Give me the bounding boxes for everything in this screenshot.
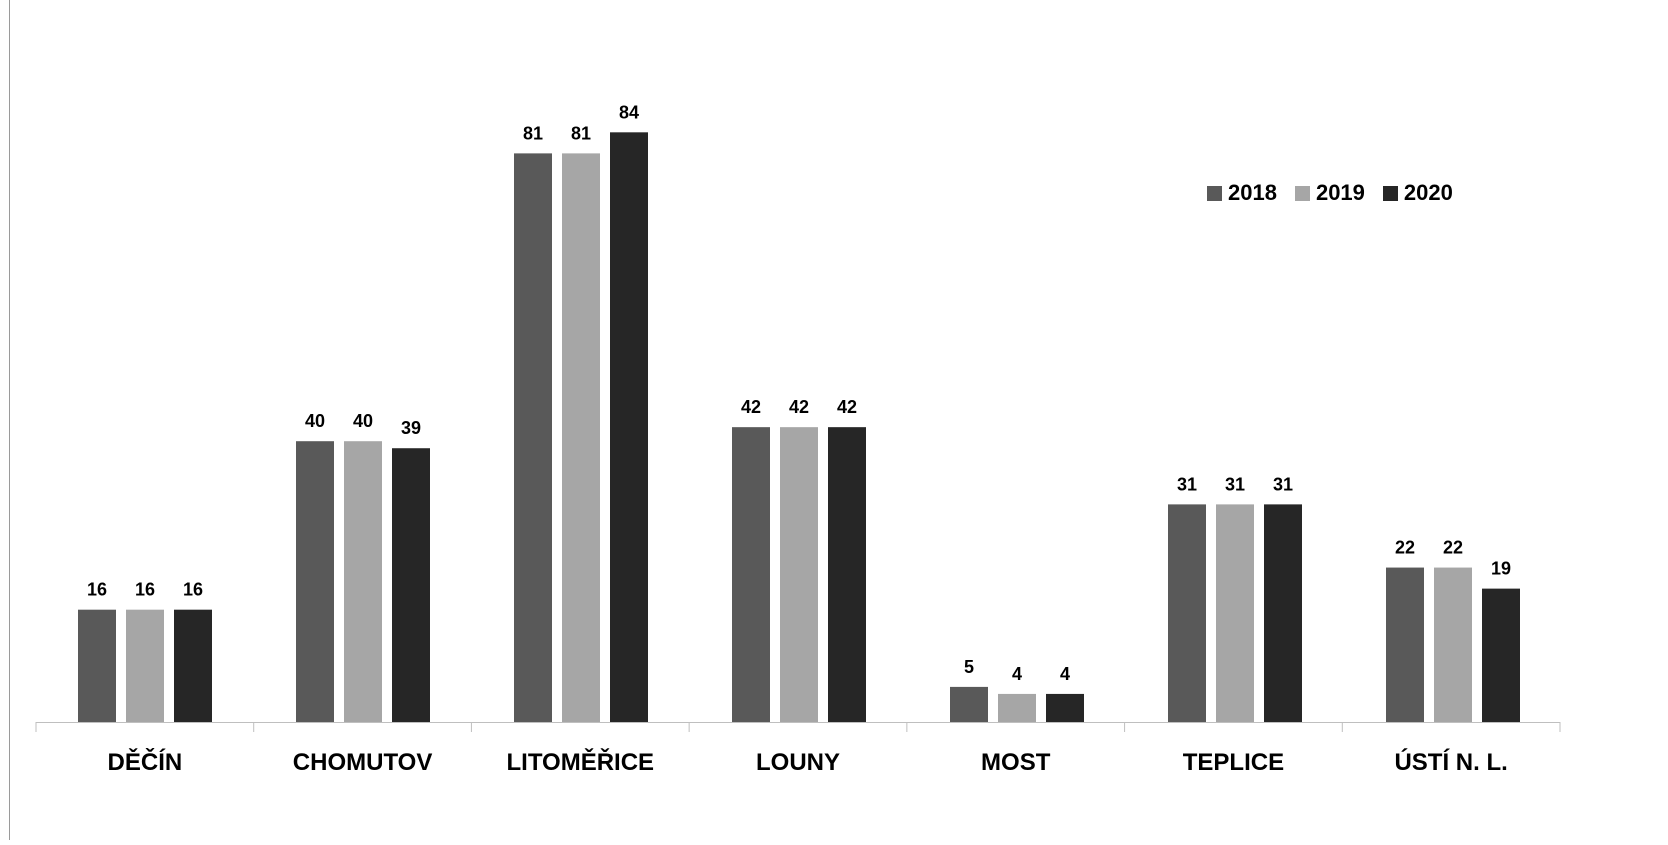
category-labels-group: DĚČÍN CHOMUTOV LITOMĚŘICE LOUNY MOST TEPLICE Ú…	[108, 748, 1508, 776]
value-label-decin-2018: 16	[87, 580, 107, 600]
bars-group	[78, 132, 1520, 722]
value-label-litomerice-2018: 81	[523, 123, 543, 143]
legend-item-2020: 2020	[1382, 180, 1453, 206]
value-label-chomutov-2019: 40	[353, 411, 373, 431]
bar-teplice-2020	[1264, 504, 1302, 722]
bar-most-2019	[998, 693, 1036, 722]
bar-louny-2018	[732, 427, 770, 722]
bar-litomerice-2020	[610, 132, 648, 722]
category-label-louny: LOUNY	[756, 749, 840, 776]
bar-litomerice-2019	[562, 153, 600, 722]
value-label-most-2019: 4	[1012, 664, 1022, 684]
legend-label-2020: 2020	[1403, 180, 1453, 205]
bar-litomerice-2018	[514, 153, 552, 722]
value-label-teplice-2018: 31	[1177, 474, 1197, 494]
bar-teplice-2018	[1168, 504, 1206, 722]
value-label-chomutov-2020: 39	[401, 418, 421, 438]
x-axis	[35, 722, 1561, 732]
bar-most-2020	[1046, 693, 1084, 722]
category-label-chomutov: CHOMUTOV	[293, 749, 433, 776]
value-label-teplice-2019: 31	[1225, 474, 1245, 494]
value-label-most-2018: 5	[964, 657, 974, 677]
legend-swatch-2020	[1382, 185, 1398, 201]
category-label-litomerice: LITOMĚŘICE	[507, 748, 655, 776]
bar-usti-n-l-2020	[1482, 588, 1520, 722]
bar-chomutov-2019	[344, 441, 382, 722]
category-label-most: MOST	[981, 749, 1051, 776]
value-label-louny-2020: 42	[837, 397, 857, 417]
bar-decin-2020	[174, 609, 212, 722]
bar-usti-n-l-2018	[1386, 567, 1424, 722]
bar-most-2018	[950, 686, 988, 722]
bar-louny-2019	[780, 427, 818, 722]
legend-label-2019: 2019	[1315, 180, 1365, 205]
bar-chomutov-2018	[296, 441, 334, 722]
value-label-louny-2019: 42	[789, 397, 809, 417]
chart-frame-edge	[9, 0, 10, 840]
value-label-teplice-2020: 31	[1273, 474, 1293, 494]
category-label-teplice: TEPLICE	[1183, 749, 1284, 776]
category-label-usti-n-l: ÚSTÍ N. L.	[1394, 748, 1507, 776]
value-label-decin-2019: 16	[135, 580, 155, 600]
category-label-decin: DĚČÍN	[108, 748, 183, 776]
value-label-litomerice-2020: 84	[619, 102, 639, 122]
legend: 2018 2019 2020	[1207, 180, 1471, 206]
value-label-most-2020: 4	[1060, 664, 1070, 684]
value-labels-group: 16 16 16 40 40 39 81 81 84 42 42 42 5 4 4 31 31 31 22 22 19	[87, 102, 1511, 684]
value-label-litomerice-2019: 81	[571, 123, 591, 143]
legend-item-2018: 2018	[1207, 180, 1277, 206]
value-label-usti-n-l-2019: 22	[1443, 538, 1463, 558]
legend-swatch-2018	[1207, 185, 1222, 201]
legend-label-2018: 2018	[1228, 180, 1277, 205]
bar-chomutov-2020	[392, 448, 430, 722]
value-label-louny-2018: 42	[741, 397, 761, 417]
value-label-chomutov-2018: 40	[305, 411, 325, 431]
bar-decin-2019	[126, 609, 164, 722]
value-label-decin-2020: 16	[183, 580, 203, 600]
bar-teplice-2019	[1216, 504, 1254, 722]
value-label-usti-n-l-2018: 22	[1395, 538, 1415, 558]
legend-item-2019: 2019	[1294, 180, 1365, 206]
bar-louny-2020	[828, 427, 866, 722]
bar-usti-n-l-2019	[1434, 567, 1472, 722]
legend-swatch-2019	[1294, 185, 1310, 201]
value-label-usti-n-l-2020: 19	[1491, 559, 1511, 579]
bar-decin-2018	[78, 609, 116, 722]
